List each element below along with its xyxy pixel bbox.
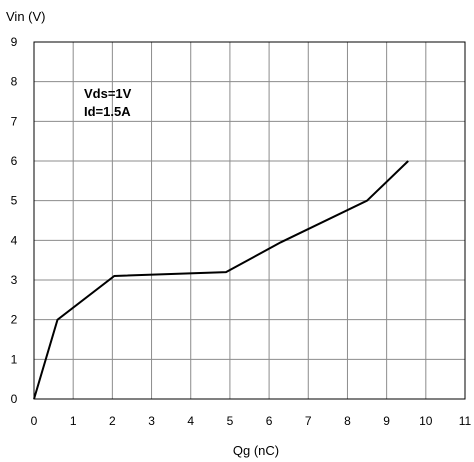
y-tick-label: 9 (11, 35, 18, 49)
y-tick-label: 3 (11, 273, 18, 287)
x-tick-label: 10 (419, 414, 433, 428)
x-tick-label: 6 (266, 414, 273, 428)
x-tick-label: 5 (227, 414, 234, 428)
x-tick-labels: 0 1 2 3 4 5 6 7 8 9 10 11 (31, 414, 472, 428)
plot-frame (33, 41, 466, 400)
y-tick-label: 0 (11, 392, 18, 406)
x-tick-label: 2 (109, 414, 116, 428)
series-line (33, 160, 409, 400)
y-tick-label: 8 (11, 75, 18, 89)
grid (34, 42, 465, 399)
y-tick-label: 7 (11, 114, 18, 128)
x-tick-label: 8 (344, 414, 351, 428)
y-tick-label: 6 (11, 154, 18, 168)
y-axis-label: Vin (V) (6, 9, 46, 24)
x-axis-label: Qg (nC) (233, 443, 279, 458)
y-tick-label: 1 (11, 352, 18, 366)
annotation-vds: Vds=1V (84, 86, 132, 101)
y-tick-label: 5 (11, 194, 18, 208)
y-tick-label: 2 (11, 313, 18, 327)
annotation-id: Id=1.5A (84, 104, 131, 119)
series-layer (33, 160, 409, 400)
x-tick-label: 3 (148, 414, 155, 428)
x-tick-label: 7 (305, 414, 312, 428)
x-tick-label: 4 (187, 414, 194, 428)
x-tick-label: 0 (31, 414, 38, 428)
x-tick-label: 1 (70, 414, 77, 428)
y-tick-labels: 0 1 2 3 4 5 6 7 8 9 (11, 35, 18, 406)
x-tick-label: 11 (459, 414, 472, 428)
y-tick-label: 4 (11, 233, 18, 247)
x-tick-label: 9 (383, 414, 390, 428)
